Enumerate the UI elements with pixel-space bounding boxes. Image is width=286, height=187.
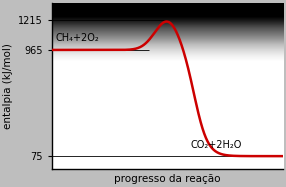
Text: CO₂+2H₂O: CO₂+2H₂O: [191, 140, 242, 150]
X-axis label: progresso da reação: progresso da reação: [114, 174, 221, 184]
Y-axis label: entalpia (kJ/mol): entalpia (kJ/mol): [3, 43, 13, 129]
Text: CH₄+2O₂: CH₄+2O₂: [55, 33, 99, 43]
